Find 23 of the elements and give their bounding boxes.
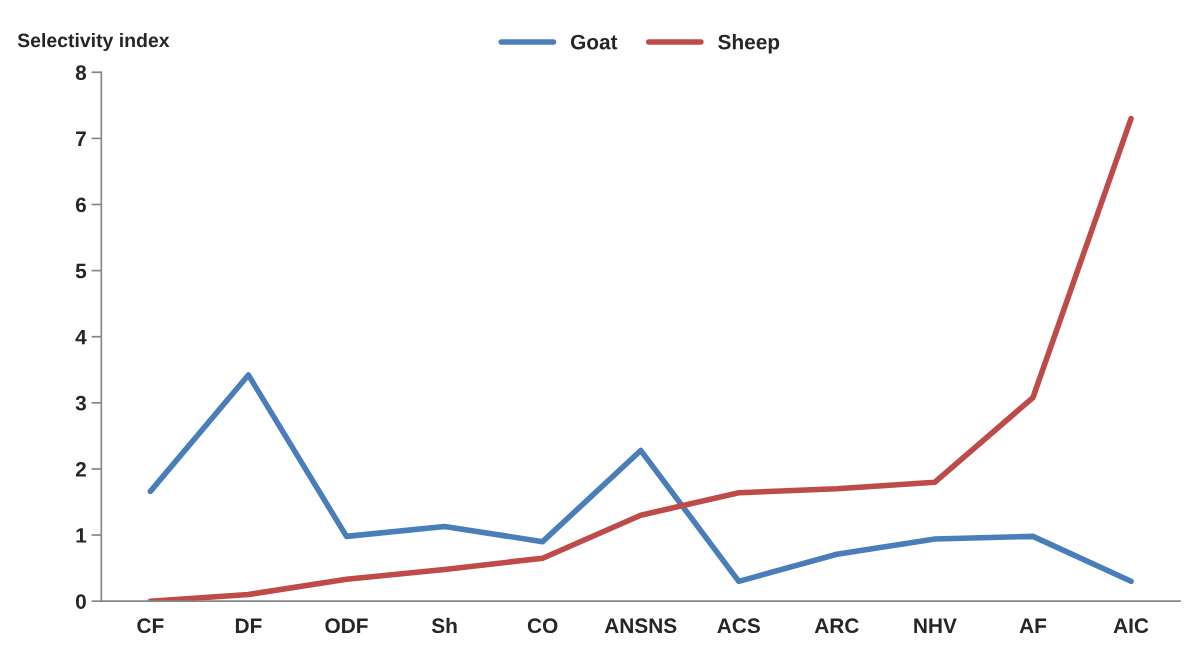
x-tick-label: NHV	[914, 618, 957, 633]
legend-label: Goat	[570, 34, 618, 50]
y-tick-label: 1	[76, 528, 87, 543]
x-tick-label: CO	[527, 618, 558, 634]
x-tick-label: ANSNS	[604, 618, 677, 634]
x-tick-label: AIC	[1113, 618, 1149, 634]
y-tick-label: 4	[75, 329, 87, 345]
x-tick-label: CF	[137, 618, 164, 634]
y-tick-label: 0	[75, 594, 86, 609]
x-tick-label: ODF	[325, 618, 368, 634]
x-tick-label: DF	[235, 618, 262, 633]
x-tick-label: ACS	[717, 618, 760, 634]
x-tick-label: Sh	[431, 617, 457, 634]
y-tick-label: 5	[75, 263, 87, 279]
y-axis-title: Selectivity index	[17, 32, 170, 52]
legend-label: Sheep	[718, 34, 780, 54]
y-tick-label: 2	[75, 461, 86, 477]
x-tick-label: ARC	[814, 618, 859, 634]
y-tick-label: 7	[76, 131, 86, 146]
y-tick-label: 3	[75, 395, 86, 411]
x-tick-label: AF	[1019, 618, 1047, 633]
y-tick-label: 6	[75, 197, 86, 213]
y-tick-label: 8	[75, 65, 87, 81]
